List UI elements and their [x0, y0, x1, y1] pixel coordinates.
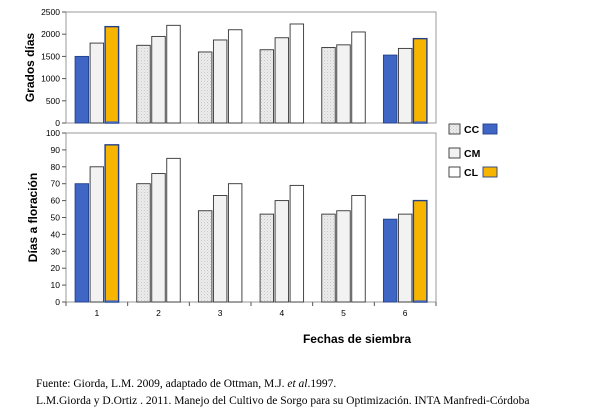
- dias-floracion-ytick-label: 80: [51, 162, 61, 172]
- grados-dias-ytick-label: 500: [46, 96, 60, 106]
- grados-dias-bar-cl-2: [166, 24, 181, 124]
- dias-floracion-bar-cc-4: [259, 213, 275, 303]
- legend-swatch-cm: [448, 147, 461, 159]
- legend-label-cm: CM: [464, 148, 481, 160]
- legend-label-cc: CC: [464, 124, 480, 136]
- dias-floracion-bar-cc-6: [382, 218, 398, 303]
- dias-floracion-bar-cm-4: [274, 200, 290, 303]
- dias-floracion-ytick-label: 70: [51, 179, 61, 189]
- dias-floracion-ytick-label: 90: [51, 145, 61, 155]
- legend-highlight-cl: [482, 166, 498, 178]
- grados-dias-bar-cc-1: [74, 55, 90, 124]
- legend-swatch-cc: [448, 123, 461, 135]
- dias-floracion-bar-cl-2: [166, 157, 181, 303]
- dias-floracion-xtick-label: 2: [156, 308, 161, 318]
- dias-floracion-bar-cm-3: [212, 195, 228, 303]
- dias-floracion-bar-cl-1: [104, 144, 120, 303]
- legend-highlight-cc: [482, 123, 498, 135]
- dias-floracion-bar-cm-1: [89, 166, 105, 303]
- legend: CC CM CL: [448, 123, 498, 179]
- dias-floracion-ylabel: Días a floración: [26, 173, 40, 262]
- dias-floracion-ytick-label: 0: [55, 297, 60, 307]
- grados-dias-bar-cm-2: [151, 35, 166, 124]
- dias-floracion-xtick-label: 3: [218, 308, 223, 318]
- grados-dias-ytick-label: 2500: [41, 7, 60, 17]
- dias-floracion-bar-cc-3: [197, 210, 213, 303]
- dias-floracion-xtick-label: 1: [94, 308, 99, 318]
- grados-dias-bar-cm-5: [336, 44, 351, 124]
- dias-floracion-xtick-label: 6: [403, 308, 408, 318]
- grados-dias-chart: 0 500 1000 1500 2000 2500 Grados días: [23, 7, 437, 128]
- dias-floracion-ytick-label: 60: [51, 196, 61, 206]
- grados-dias-ytick-label: 2000: [41, 29, 60, 39]
- grados-dias-ylabel: Grados días: [23, 32, 37, 102]
- dias-floracion-bar-cc-5: [321, 213, 336, 303]
- grados-dias-bar-cc-5: [321, 47, 336, 124]
- dias-floracion-chart: 0 10 20 30 40 50 60 70 80 90 100 Días a floración 1 2…: [26, 128, 437, 346]
- grados-dias-bar-cl-4: [289, 23, 305, 124]
- legend-label-cl: CL: [464, 167, 479, 179]
- grados-dias-bar-cm-3: [212, 39, 228, 124]
- dias-floracion-bar-cm-2: [151, 173, 166, 303]
- dias-floracion-ytick-label: 20: [51, 263, 61, 273]
- dias-floracion-bar-cl-4: [289, 184, 305, 303]
- grados-dias-bar-cl-3: [227, 29, 243, 124]
- grados-dias-bar-cl-1: [104, 25, 120, 124]
- grados-dias-bar-cm-6: [397, 47, 413, 124]
- dias-floracion-ytick-label: 40: [51, 229, 61, 239]
- grados-dias-bar-cl-5: [351, 31, 366, 124]
- dias-floracion-bar-cl-3: [227, 183, 243, 303]
- dias-floracion-bar-cm-6: [397, 213, 413, 303]
- dias-floracion-ytick-label: 50: [51, 213, 61, 223]
- grados-dias-ytick-label: 1500: [41, 51, 60, 61]
- dias-floracion-ytick-label: 10: [51, 280, 61, 290]
- dias-floracion-bar-cm-5: [336, 210, 351, 303]
- grados-dias-bar-cc-3: [197, 51, 213, 124]
- grados-dias-bar-cm-4: [274, 37, 290, 124]
- grados-dias-frame: [65, 11, 437, 124]
- dias-floracion-bar-cl-5: [351, 195, 366, 303]
- dias-floracion-xtick-label: 5: [341, 308, 346, 318]
- dias-floracion-xtick-label: 4: [279, 308, 284, 318]
- dias-floracion-ytick-label: 30: [51, 246, 61, 256]
- dias-floracion-ytick-label: 100: [46, 128, 60, 138]
- dias-floracion-xlabel: Fechas de siembra: [303, 332, 411, 346]
- grados-dias-ytick-label: 0: [55, 118, 60, 128]
- dias-floracion-bar-cc-2: [136, 183, 151, 303]
- grados-dias-ytick-label: 1000: [41, 74, 60, 84]
- grados-dias-bar-cc-6: [382, 54, 398, 124]
- legend-swatch-cl: [448, 166, 461, 178]
- dias-floracion-frame: [65, 132, 437, 303]
- grados-dias-bar-cl-6: [412, 37, 428, 124]
- grados-dias-bar-cc-2: [136, 44, 151, 124]
- dias-floracion-bar-cc-1: [74, 183, 90, 303]
- grados-dias-bar-cc-4: [259, 49, 275, 124]
- source-line-2: L.M.Giorda y D.Ortiz . 2011. Manejo del …: [36, 395, 530, 407]
- dias-floracion-bar-cl-6: [412, 199, 428, 303]
- grados-dias-bar-cm-1: [89, 42, 105, 124]
- source-line-1: Fuente: Giorda, L.M. 2009, adaptado de O…: [36, 378, 337, 390]
